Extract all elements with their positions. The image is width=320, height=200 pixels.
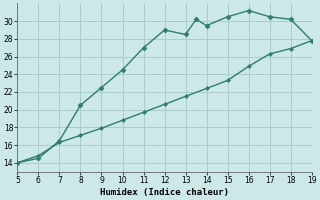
X-axis label: Humidex (Indice chaleur): Humidex (Indice chaleur) [100, 188, 229, 197]
